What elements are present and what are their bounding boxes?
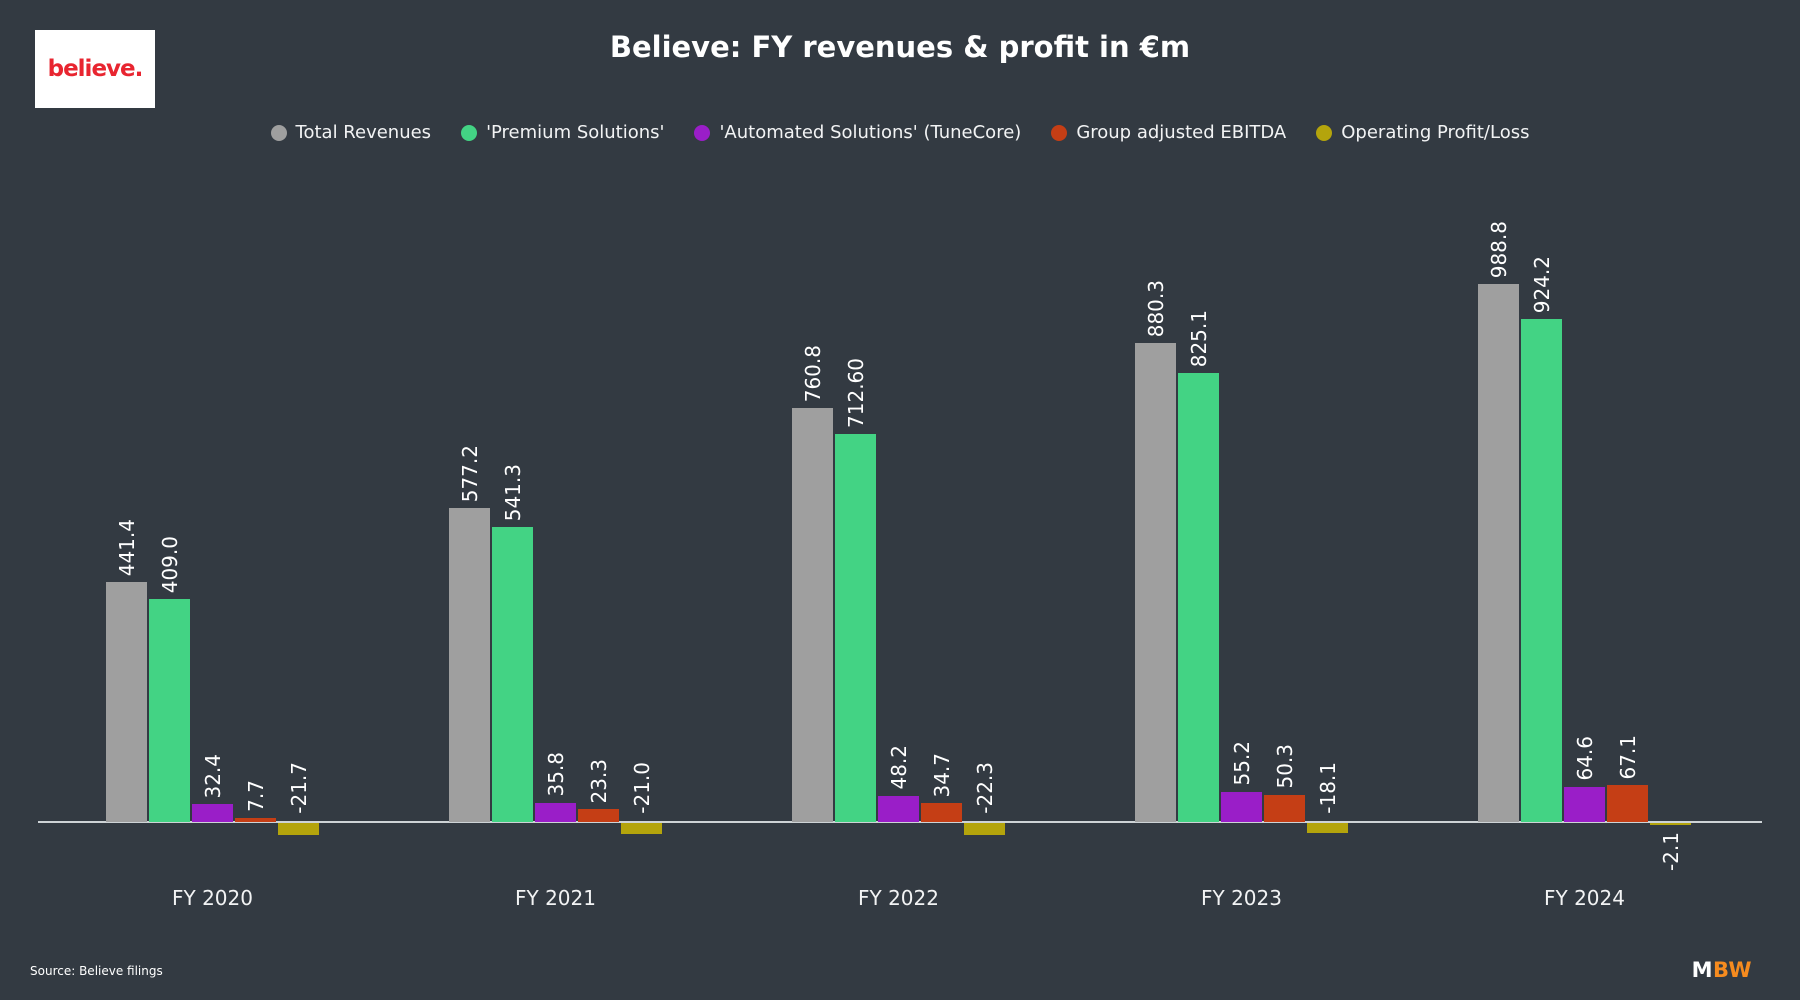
bar-value-label-total-revenues-fy-2021: 577.2: [457, 444, 482, 502]
legend-label: Group adjusted EBITDA: [1076, 122, 1287, 143]
bar-total-revenues-fy-2023: [1135, 343, 1176, 822]
bar-group-adjusted-ebitda-fy-2020: [235, 817, 276, 822]
bar-value-label-operating-profit-loss-fy-2020: -21.7: [286, 762, 311, 814]
source-note: Source: Believe filings: [30, 964, 163, 978]
bar-value-label-group-adjusted-ebitda-fy-2020: 7.7: [243, 780, 268, 812]
bar-value-label-group-adjusted-ebitda-fy-2022: 34.7: [929, 752, 954, 798]
bar-group-adjusted-ebitda-fy-2023: [1264, 794, 1305, 822]
legend-item-automated-solutions-tunecore: 'Automated Solutions' (TuneCore): [694, 122, 1021, 143]
category-label-fy-2024: FY 2024: [1544, 886, 1625, 910]
bar-premium-solutions-fy-2022: [835, 434, 876, 822]
bar-premium-solutions-fy-2021: [492, 527, 533, 822]
bar-total-revenues-fy-2020: [106, 581, 147, 822]
bar-value-label-group-adjusted-ebitda-fy-2024: 67.1: [1615, 734, 1640, 780]
bar-premium-solutions-fy-2023: [1178, 373, 1219, 822]
bar-value-label-operating-profit-loss-fy-2022: -22.3: [972, 762, 997, 814]
mbw-logo-bw: BW: [1712, 958, 1752, 982]
legend-dot-icon: [1316, 124, 1333, 141]
category-label-fy-2021: FY 2021: [515, 886, 596, 910]
bar-value-label-premium-solutions-fy-2021: 541.3: [500, 464, 525, 522]
bar-value-label-group-adjusted-ebitda-fy-2021: 23.3: [586, 758, 611, 804]
bar-value-label-premium-solutions-fy-2022: 712.60: [843, 358, 868, 429]
bar-value-label-operating-profit-loss-fy-2021: -21.0: [629, 762, 654, 814]
legend-dot-icon: [270, 124, 287, 141]
bar-premium-solutions-fy-2020: [149, 599, 190, 822]
bar-value-label-premium-solutions-fy-2023: 825.1: [1186, 309, 1211, 368]
believe-logo: believe.: [35, 30, 155, 108]
legend: Total Revenues 'Premium Solutions' 'Automa…: [0, 122, 1800, 143]
x-axis-line: [38, 821, 1762, 823]
legend-label: 'Automated Solutions' (TuneCore): [719, 122, 1022, 143]
legend-item-total-revenues: Total Revenues: [270, 122, 432, 143]
legend-item-premium-solutions: 'Premium Solutions': [461, 122, 664, 143]
bar-value-label-automated-solutions-tunecore-fy-2024: 64.6: [1572, 736, 1597, 781]
bar-premium-solutions-fy-2024: [1521, 319, 1562, 822]
category-label-fy-2022: FY 2022: [858, 886, 939, 910]
bar-automated-solutions-tunecore-fy-2024: [1564, 786, 1605, 822]
bar-value-label-total-revenues-fy-2023: 880.3: [1143, 279, 1168, 338]
believe-logo-text: believe.: [47, 56, 144, 82]
legend-dot-icon: [1051, 124, 1068, 141]
bar-value-label-premium-solutions-fy-2024: 924.2: [1529, 255, 1554, 314]
chart-title: Believe: FY revenues & profit in €m: [609, 30, 1191, 64]
bar-group-adjusted-ebitda-fy-2022: [921, 803, 962, 822]
bar-operating-profit-loss-fy-2020: [278, 823, 319, 835]
bar-value-label-automated-solutions-tunecore-fy-2023: 55.2: [1229, 741, 1254, 786]
bar-operating-profit-loss-fy-2023: [1307, 823, 1348, 833]
legend-item-operating-profit-loss: Operating Profit/Loss: [1316, 122, 1529, 143]
bar-value-label-operating-profit-loss-fy-2023: -18.1: [1315, 762, 1340, 814]
mbw-logo: MBW: [1692, 958, 1752, 982]
bar-total-revenues-fy-2021: [449, 507, 490, 822]
bar-value-label-automated-solutions-tunecore-fy-2022: 48.2: [886, 745, 911, 790]
bar-value-label-premium-solutions-fy-2020: 409.0: [157, 536, 182, 594]
bar-value-label-group-adjusted-ebitda-fy-2023: 50.3: [1272, 744, 1297, 789]
bar-value-label-automated-solutions-tunecore-fy-2020: 32.4: [200, 753, 225, 799]
legend-dot-icon: [694, 124, 711, 141]
legend-item-group-adjusted-ebitda: Group adjusted EBITDA: [1051, 122, 1286, 143]
bar-value-label-total-revenues-fy-2024: 988.8: [1486, 220, 1511, 278]
bar-total-revenues-fy-2024: [1478, 284, 1519, 822]
bar-operating-profit-loss-fy-2024: [1650, 823, 1691, 825]
bar-operating-profit-loss-fy-2022: [964, 823, 1005, 836]
bar-value-label-automated-solutions-tunecore-fy-2021: 35.8: [543, 752, 568, 797]
bar-total-revenues-fy-2022: [792, 408, 833, 822]
bar-automated-solutions-tunecore-fy-2021: [535, 802, 576, 822]
bar-automated-solutions-tunecore-fy-2022: [878, 795, 919, 822]
bar-operating-profit-loss-fy-2021: [621, 823, 662, 835]
legend-label: Operating Profit/Loss: [1341, 122, 1530, 143]
bar-value-label-operating-profit-loss-fy-2024: -2.1: [1658, 832, 1683, 872]
mbw-logo-m: M: [1691, 958, 1713, 982]
bar-value-label-total-revenues-fy-2022: 760.8: [800, 344, 825, 403]
bar-group-adjusted-ebitda-fy-2021: [578, 809, 619, 822]
bar-automated-solutions-tunecore-fy-2020: [192, 804, 233, 822]
bar-value-label-total-revenues-fy-2020: 441.4: [114, 518, 139, 576]
category-label-fy-2020: FY 2020: [172, 886, 253, 910]
bar-automated-solutions-tunecore-fy-2023: [1221, 791, 1262, 822]
bar-group-adjusted-ebitda-fy-2024: [1607, 785, 1648, 822]
legend-dot-icon: [461, 124, 478, 141]
legend-label: Total Revenues: [295, 122, 432, 143]
legend-label: 'Premium Solutions': [486, 122, 665, 143]
category-label-fy-2023: FY 2023: [1201, 886, 1282, 910]
